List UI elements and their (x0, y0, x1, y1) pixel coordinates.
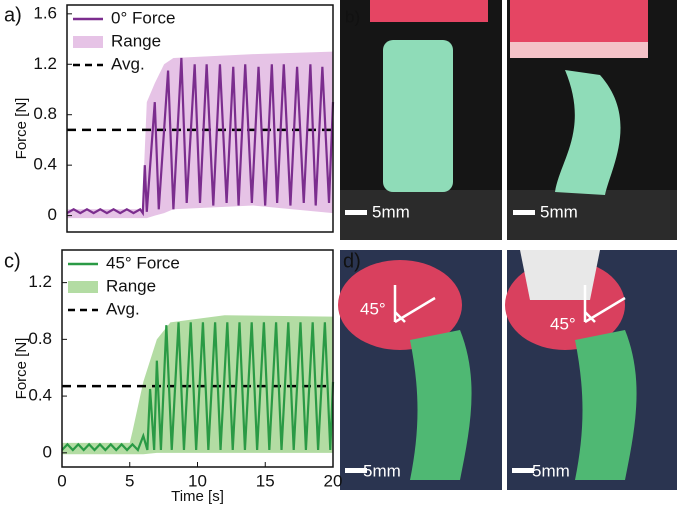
scale-bar-label: 5mm (372, 202, 410, 221)
y-tick-label: 0.4 (28, 386, 52, 405)
scale-bar-label: 5mm (532, 461, 570, 480)
y-tick-label: 0.8 (33, 104, 57, 123)
panel-label: a) (4, 4, 22, 26)
x-axis-label: Time [s] (171, 488, 224, 505)
angle-label: 45° (360, 299, 386, 318)
panel-label: d) (343, 250, 361, 272)
panel-label: b) (345, 7, 360, 26)
legend-label: Range (111, 31, 161, 50)
x-tick-label: 15 (256, 471, 275, 490)
scale-bar-label: 5mm (540, 202, 578, 221)
y-tick-label: 0.4 (33, 155, 57, 174)
legend-label: Avg. (111, 54, 145, 73)
photo-panel-b: b) 5mm 5mm (340, 0, 677, 240)
x-tick-label: 20 (324, 471, 343, 490)
figure: b) 5mm 5mm d) 45° 45° 5mm 5mm a) c) 0 0.4… (0, 0, 685, 510)
y-axis-label: Force [N] (13, 98, 30, 160)
legend-swatch (68, 281, 98, 293)
panel-label: c) (4, 250, 21, 272)
photo-panel-d: d) 45° 45° 5mm 5mm (338, 250, 677, 490)
scale-bar-label: 5mm (363, 461, 401, 480)
y-tick-label: 0 (43, 442, 52, 461)
y-tick-label: 1.6 (33, 3, 57, 22)
legend-label: Avg. (106, 299, 140, 318)
legend-label: Range (106, 276, 156, 295)
x-tick-label: 5 (125, 471, 134, 490)
legend-swatch (73, 36, 103, 48)
y-axis-label: Force [N] (13, 338, 30, 400)
y-tick-label: 1.2 (33, 54, 57, 73)
y-tick-label: 0 (48, 205, 57, 224)
legend-label: 45° Force (106, 253, 180, 272)
x-tick-label: 0 (57, 471, 66, 490)
legend-label: 0° Force (111, 8, 175, 27)
y-tick-label: 1.2 (28, 272, 52, 291)
y-tick-label: 0.8 (28, 329, 52, 348)
angle-label: 45° (550, 314, 576, 333)
